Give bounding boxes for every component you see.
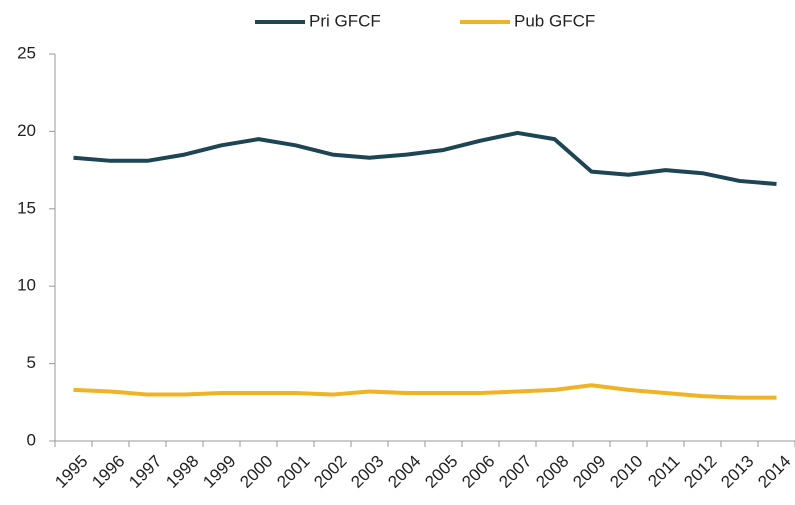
x-tick-label: 2006 [458, 452, 498, 492]
x-tick-label: 2009 [569, 452, 609, 492]
x-tick-label: 2014 [754, 452, 794, 492]
series-line [73, 130, 777, 187]
y-tick-label: 15 [17, 198, 36, 217]
series-line [73, 383, 777, 400]
x-tick-label: 2012 [680, 452, 720, 492]
x-tick-label: 2003 [347, 452, 387, 492]
x-tick-label: 2001 [273, 452, 313, 492]
x-tick-label: 1999 [199, 452, 239, 492]
x-tick-label: 2007 [495, 452, 535, 492]
x-tick-label: 2008 [532, 452, 572, 492]
x-tick-label: 2010 [606, 452, 646, 492]
x-tick-label: 1998 [162, 452, 202, 492]
x-tick-label: 2000 [236, 452, 276, 492]
x-tick-label: 1996 [88, 452, 128, 492]
x-tick-label: 2005 [421, 452, 461, 492]
legend-label: Pri GFCF [309, 11, 381, 30]
x-tick-label: 2011 [644, 452, 683, 491]
y-tick-label: 10 [17, 276, 36, 295]
y-tick-label: 20 [17, 121, 36, 140]
x-tick-label: 2004 [384, 452, 424, 492]
legend-label: Pub GFCF [514, 11, 595, 30]
x-tick-label: 2013 [717, 452, 757, 492]
y-tick-label: 25 [17, 43, 36, 62]
x-tick-label: 1995 [51, 452, 91, 492]
y-tick-label: 5 [27, 353, 36, 372]
x-tick-label: 2002 [310, 452, 350, 492]
x-tick-label: 1997 [125, 452, 165, 492]
y-tick-label: 0 [27, 430, 36, 449]
